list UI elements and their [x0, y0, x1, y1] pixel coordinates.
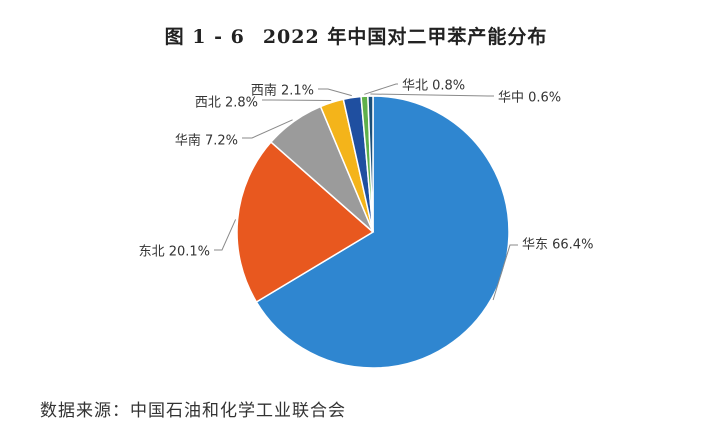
slice-label-华东: 华东 66.4%: [522, 238, 593, 253]
leader-line-华北: [364, 83, 398, 95]
slice-label-西南: 西南 2.1%: [251, 83, 314, 99]
slice-label-东北: 东北 20.1%: [139, 245, 210, 260]
leader-line-西北: [262, 99, 332, 101]
chart-title: 图 1 - 6 2022 年中国对二甲苯产能分布: [0, 22, 712, 49]
slice-label-华南: 华南 7.2%: [175, 133, 238, 149]
leader-line-西南: [318, 88, 352, 97]
leader-line-华中: [370, 93, 494, 97]
pie-slice-华东: [255, 95, 510, 369]
pie-slice-华中: [367, 95, 374, 233]
pie-slice-东北: [236, 141, 375, 303]
leader-line-东北: [214, 219, 237, 251]
leader-line-华东: [492, 244, 518, 301]
title-text: 2022 年中国对二甲苯产能分布: [262, 26, 548, 48]
source-note: 数据来源：中国石油和化学工业联合会: [40, 401, 346, 421]
leader-line-华南: [242, 119, 293, 139]
slice-label-西北: 西北 2.8%: [195, 96, 258, 111]
slice-label-华北: 华北 0.8%: [402, 79, 465, 94]
slice-label-华中: 华中 0.6%: [498, 91, 561, 106]
figure-label: 图 1 - 6: [164, 26, 245, 48]
